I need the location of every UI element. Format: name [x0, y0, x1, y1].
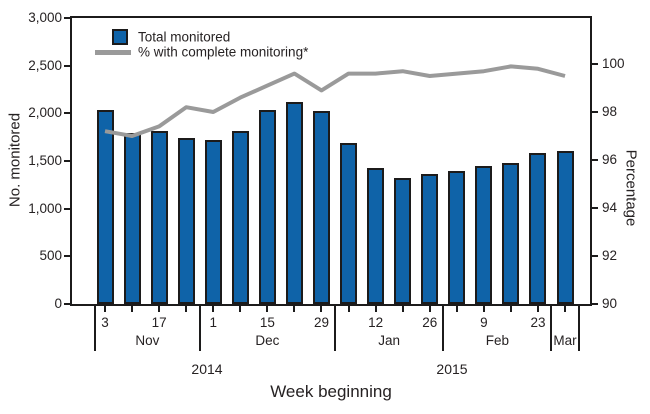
- x-axis-tick: [401, 306, 404, 312]
- week-tick-label: 17: [151, 315, 167, 330]
- x-axis-tick: [320, 306, 323, 312]
- right-axis-tick-label: 94: [602, 200, 618, 215]
- right-axis-tick-label: 90: [602, 296, 618, 311]
- month-separator: [334, 306, 336, 351]
- plot-area: [70, 16, 592, 306]
- bar-week-11: [367, 167, 385, 304]
- x-axis-tick: [374, 306, 377, 312]
- left-axis-tick-label: 1,500: [28, 153, 62, 168]
- x-axis-title: Week beginning: [270, 382, 392, 401]
- bar-week-17: [529, 153, 547, 304]
- x-axis-tick: [266, 306, 269, 312]
- bar-week-4: [177, 138, 195, 304]
- right-axis-tick-label: 98: [602, 104, 618, 119]
- x-axis-tick: [239, 306, 242, 312]
- week-tick-label: 1: [209, 315, 217, 330]
- bar-week-7: [258, 109, 276, 304]
- left-axis-tick: [64, 17, 70, 19]
- bar-week-8: [285, 101, 303, 304]
- left-axis-tick-label: 500: [39, 248, 62, 264]
- right-axis-tick: [592, 207, 598, 209]
- year-label-2015: 2015: [436, 361, 468, 377]
- left-axis-tick: [64, 303, 70, 305]
- bar-week-3: [150, 131, 168, 304]
- left-axis-tick: [64, 255, 70, 258]
- x-axis-tick: [428, 306, 431, 312]
- month-separator: [442, 306, 445, 351]
- x-axis-tick: [455, 306, 458, 312]
- bar-week-18: [556, 150, 574, 304]
- month-label-jan: Jan: [378, 333, 401, 348]
- week-tick-label: 9: [480, 315, 488, 330]
- right-axis-tick-label: 100: [602, 56, 625, 71]
- left-axis-tick: [64, 64, 70, 67]
- month-label-feb: Feb: [485, 333, 509, 348]
- week-tick-label: 3: [101, 315, 109, 330]
- month-separator: [550, 306, 553, 351]
- x-axis-tick: [212, 306, 215, 312]
- x-axis-tick: [482, 306, 485, 312]
- x-axis-tick: [509, 306, 512, 312]
- bar-week-10: [340, 142, 358, 304]
- week-tick-label: 29: [313, 315, 329, 330]
- bar-week-12: [394, 178, 412, 304]
- left-axis-tick: [64, 160, 70, 162]
- bar-week-5: [204, 140, 222, 304]
- right-axis-tick: [592, 159, 598, 161]
- right-axis-tick-label: 92: [602, 248, 618, 263]
- week-tick-label: 12: [368, 315, 384, 330]
- left-axis-tick: [64, 207, 70, 210]
- legend-line-swatch: [95, 50, 131, 55]
- x-axis-tick: [104, 306, 106, 312]
- left-axis-tick-label: 0: [54, 296, 62, 311]
- plot-inner: [72, 18, 590, 304]
- x-axis-tick: [536, 306, 539, 312]
- right-axis-tick: [592, 111, 598, 113]
- legend-bar-swatch: [112, 29, 128, 45]
- bar-week-15: [475, 165, 493, 304]
- left-axis-tick-label: 3,000: [28, 10, 62, 25]
- bar-week-9: [312, 111, 330, 304]
- x-axis-tick: [131, 306, 134, 312]
- left-axis-tick-label: 2,500: [28, 57, 62, 73]
- week-tick-label: 15: [259, 315, 275, 330]
- left-axis-tick: [64, 112, 70, 115]
- x-axis-tick: [293, 306, 296, 312]
- right-axis-tick: [592, 255, 598, 257]
- right-axis-tick: [592, 303, 598, 305]
- month-separator: [94, 306, 96, 351]
- x-axis-tick: [347, 306, 350, 312]
- month-separator: [198, 306, 201, 351]
- legend-line-label: % with complete monitoring*: [138, 44, 309, 60]
- bar-week-6: [231, 131, 249, 304]
- right-axis-tick-label: 96: [602, 152, 618, 167]
- bar-week-14: [448, 170, 466, 304]
- left-axis-tick-label: 1,000: [28, 200, 62, 216]
- x-axis-tick: [185, 306, 188, 312]
- week-tick-label: 26: [422, 315, 438, 330]
- year-label-2014: 2014: [191, 361, 223, 377]
- bar-week-1: [96, 109, 114, 304]
- x-axis-tick: [564, 306, 567, 312]
- legend-bar-label: Total monitored: [138, 29, 231, 45]
- month-label-mar: Mar: [553, 333, 577, 348]
- right-axis-tick: [592, 63, 598, 65]
- week-tick-label: 23: [530, 315, 546, 330]
- month-separator: [577, 306, 580, 351]
- left-axis-tick-label: 2,000: [28, 105, 62, 121]
- percent-line: [104, 64, 566, 138]
- x-axis-tick: [158, 306, 161, 312]
- bar-week-16: [502, 162, 520, 304]
- month-label-dec: Dec: [255, 333, 280, 348]
- bar-week-13: [421, 174, 439, 304]
- month-label-nov: Nov: [135, 333, 160, 348]
